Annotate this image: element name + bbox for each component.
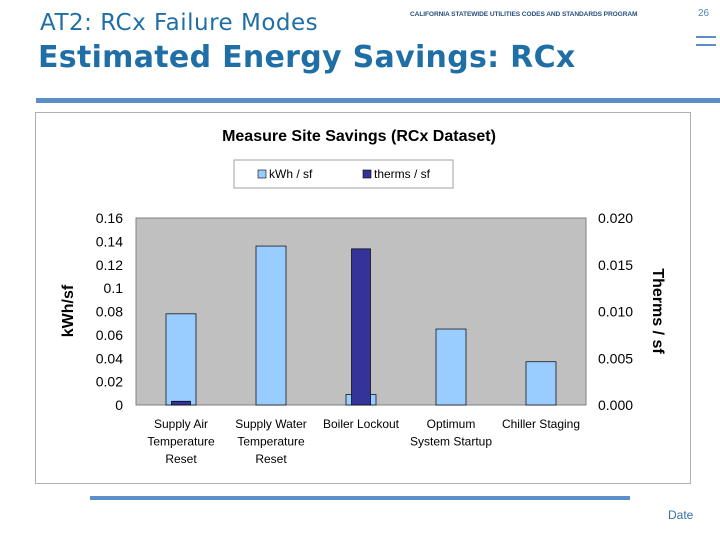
- y-tick-label: 0.02: [96, 374, 123, 390]
- chart-legend: [233, 159, 454, 189]
- page-number: 26: [698, 8, 710, 19]
- x-tick-label: Supply Water Temperature Reset: [235, 417, 307, 466]
- y-tick-label: 0.06: [96, 327, 123, 343]
- y2-tick-label: 0.005: [598, 350, 633, 366]
- y-tick-label: 0.04: [96, 350, 123, 366]
- program-name: CALIFORNIA STATEWIDE UTILITIES CODES AND…: [410, 11, 638, 18]
- y2-tick-label: 0.020: [598, 210, 633, 226]
- y2-axis-label: Therms / sf: [649, 268, 666, 354]
- bar-kwh: [165, 313, 197, 406]
- chart-title: Measure Site Savings (RCx Dataset): [222, 128, 496, 145]
- y-tick-label: 0.08: [96, 304, 123, 320]
- header-divider: [36, 98, 720, 103]
- legend-swatch-therms: [362, 169, 372, 179]
- legend-swatch-kwh: [257, 169, 267, 179]
- bar-kwh: [255, 245, 287, 406]
- y-tick-label: 0.14: [96, 233, 123, 249]
- slide-title: Estimated Energy Savings: RCx: [38, 40, 576, 75]
- header-rule-mark: [696, 44, 716, 46]
- legend-label-therms: therms / sf: [374, 167, 431, 181]
- y2-tick-label: 0.010: [598, 304, 633, 320]
- y-tick-label: 0.1: [104, 280, 124, 296]
- footer-date: Date: [668, 508, 694, 522]
- chart-frame: Measure Site Savings (RCx Dataset) kWh /…: [35, 112, 691, 484]
- y-axis-label: kWh/sf: [60, 284, 77, 337]
- y-tick-label: 0: [115, 397, 123, 413]
- x-tick-label: Optimum System Startup: [410, 417, 492, 449]
- bar-kwh: [525, 361, 557, 406]
- y-tick-label: 0.12: [96, 257, 123, 273]
- footer-divider: [90, 496, 630, 500]
- bar-chart: Measure Site Savings (RCx Dataset) kWh /…: [60, 128, 666, 466]
- bar-therms: [171, 400, 191, 406]
- x-tick-label: Supply Air Temperature Reset: [147, 417, 215, 466]
- bar-kwh: [435, 328, 467, 406]
- x-tick-label: Chiller Staging: [502, 417, 580, 431]
- y2-tick-label: 0.000: [598, 397, 633, 413]
- header-rule-mark: [696, 36, 716, 38]
- slide-subtitle: AT2: RCx Failure Modes: [40, 10, 319, 36]
- bar-therms: [351, 248, 371, 406]
- y2-tick-label: 0.015: [598, 257, 633, 273]
- x-tick-label: Boiler Lockout: [323, 417, 400, 431]
- y-tick-label: 0.16: [96, 210, 123, 226]
- legend-label-kwh: kWh / sf: [269, 167, 313, 181]
